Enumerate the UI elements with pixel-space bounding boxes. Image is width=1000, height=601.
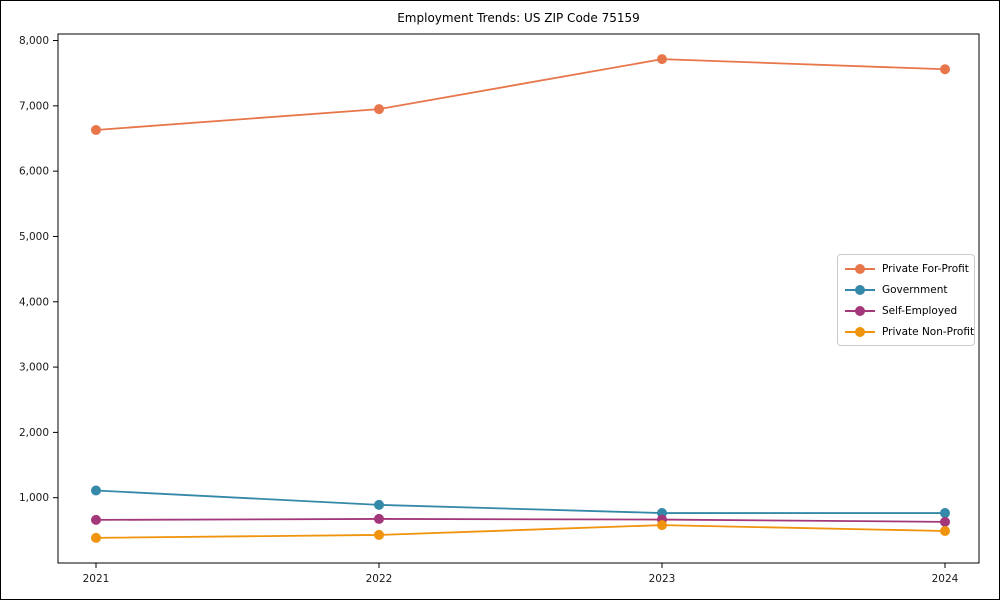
line-marker-icon — [845, 284, 875, 295]
data-point — [91, 125, 101, 136]
data-point — [91, 485, 101, 496]
chart-title: Employment Trends: US ZIP Code 75159 — [397, 11, 640, 25]
series-line-self-employed — [95, 518, 946, 523]
data-point — [657, 520, 667, 531]
legend-label: Private For-Profit — [882, 262, 969, 275]
legend-item[interactable]: Government — [845, 281, 966, 298]
x-tick-label: 2024 — [932, 573, 959, 585]
data-point — [374, 104, 384, 115]
series-line-private-for-profit — [95, 58, 946, 131]
x-tick-label: 2023 — [649, 573, 676, 585]
legend-item[interactable]: Private For-Profit — [845, 260, 969, 277]
data-point — [940, 516, 950, 527]
legend-label: Self-Employed — [882, 304, 958, 317]
legend-label: Private Non-Profit — [882, 325, 975, 338]
plot-box — [57, 33, 980, 564]
line-marker-icon — [845, 263, 875, 274]
line-marker-icon — [845, 305, 875, 316]
data-point — [657, 54, 667, 65]
legend-item[interactable]: Private Non-Profit — [845, 323, 974, 340]
y-tick-label: 5,000 — [19, 231, 49, 243]
y-tick-label: 1,000 — [19, 492, 49, 504]
data-point — [374, 513, 384, 524]
y-tick-label: 8,000 — [19, 35, 49, 47]
data-point — [940, 525, 950, 536]
series-line-private-non-profit — [95, 524, 946, 539]
y-tick-label: 6,000 — [19, 166, 49, 178]
legend: Private For-Profit Government Self-Emplo… — [837, 254, 975, 346]
data-point — [91, 532, 101, 543]
data-point — [940, 508, 950, 519]
y-tick-label: 7,000 — [19, 100, 49, 112]
data-point — [91, 514, 101, 525]
x-tick-label: 2022 — [366, 573, 393, 585]
data-point — [374, 499, 384, 510]
series-line-government — [95, 489, 946, 514]
x-tick-label: 2021 — [83, 573, 110, 585]
data-point — [374, 529, 384, 540]
data-point — [940, 64, 950, 75]
y-tick-label: 4,000 — [19, 296, 49, 308]
legend-item[interactable]: Self-Employed — [845, 302, 966, 319]
y-tick-label: 3,000 — [19, 362, 49, 374]
legend-label: Government — [882, 283, 948, 296]
line-marker-icon — [845, 326, 875, 337]
y-tick-label: 2,000 — [19, 427, 49, 439]
